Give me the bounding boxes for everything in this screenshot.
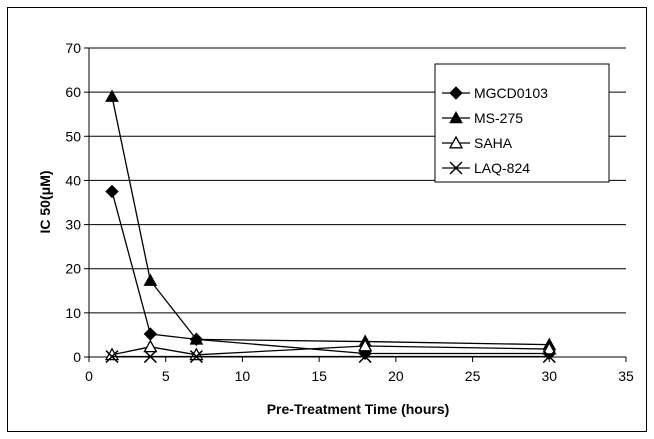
x-tick-label: 35 bbox=[618, 368, 634, 384]
y-tick-label: 40 bbox=[65, 172, 81, 188]
y-tick-label: 60 bbox=[65, 84, 81, 100]
legend: MGCD0103 MS-275 SAHA LAQ-824 bbox=[434, 63, 610, 183]
x-tick-label: 0 bbox=[85, 368, 93, 384]
x-tick-label: 10 bbox=[235, 368, 251, 384]
legend-label-laq-824: LAQ-824 bbox=[474, 160, 530, 176]
data-point-ms-275 bbox=[105, 89, 119, 102]
y-tick-label: 20 bbox=[65, 261, 81, 277]
data-point-ms-275 bbox=[143, 273, 158, 286]
data-point-laq-824 bbox=[143, 350, 157, 364]
legend-marker-laq-824 bbox=[449, 161, 463, 175]
y-tick-label: 30 bbox=[65, 217, 81, 233]
legend-marker-ms-275 bbox=[449, 110, 463, 124]
data-point-mgcd0103 bbox=[105, 184, 119, 199]
x-tick-label: 30 bbox=[541, 368, 557, 384]
series-group bbox=[104, 89, 557, 364]
x-tick-label: 20 bbox=[388, 368, 404, 384]
y-tick-label: 10 bbox=[65, 305, 81, 321]
x-tick-labels: 0 5 10 15 20 25 30 35 bbox=[85, 357, 634, 384]
data-point-laq-824 bbox=[542, 350, 556, 364]
data-point-ms-275 bbox=[189, 332, 204, 345]
series-laq-824 bbox=[105, 350, 556, 364]
y-tick-label: 50 bbox=[65, 128, 81, 144]
data-point-saha bbox=[542, 341, 557, 355]
legend-item-ms-275: MS-275 bbox=[442, 110, 523, 126]
data-point-laq-824 bbox=[105, 350, 119, 364]
y-axis-title: IC 50(μM) bbox=[37, 170, 53, 233]
data-point-saha bbox=[358, 338, 373, 352]
data-point-laq-824 bbox=[189, 350, 203, 364]
x-tick-label: 5 bbox=[162, 368, 170, 384]
y-tick-labels: 0 10 20 30 40 50 60 70 bbox=[65, 40, 89, 365]
legend-item-saha: SAHA bbox=[442, 135, 513, 151]
legend-item-laq-824: LAQ-824 bbox=[442, 160, 530, 176]
data-point-laq-824 bbox=[358, 350, 372, 364]
x-tick-label: 15 bbox=[311, 368, 327, 384]
y-tick-label: 70 bbox=[65, 40, 81, 56]
x-tick-label: 25 bbox=[465, 368, 481, 384]
legend-box bbox=[434, 63, 610, 183]
legend-marker-saha bbox=[448, 135, 464, 149]
x-axis-title: Pre-Treatment Time (hours) bbox=[267, 401, 450, 417]
legend-item-mgcd0103: MGCD0103 bbox=[442, 85, 548, 101]
legend-label-mgcd0103: MGCD0103 bbox=[474, 85, 548, 101]
data-point-saha bbox=[143, 339, 158, 353]
legend-label-ms-275: MS-275 bbox=[474, 110, 523, 126]
y-tick-label: 0 bbox=[73, 349, 81, 365]
legend-marker-mgcd0103 bbox=[449, 86, 463, 100]
legend-label-saha: SAHA bbox=[474, 135, 513, 151]
